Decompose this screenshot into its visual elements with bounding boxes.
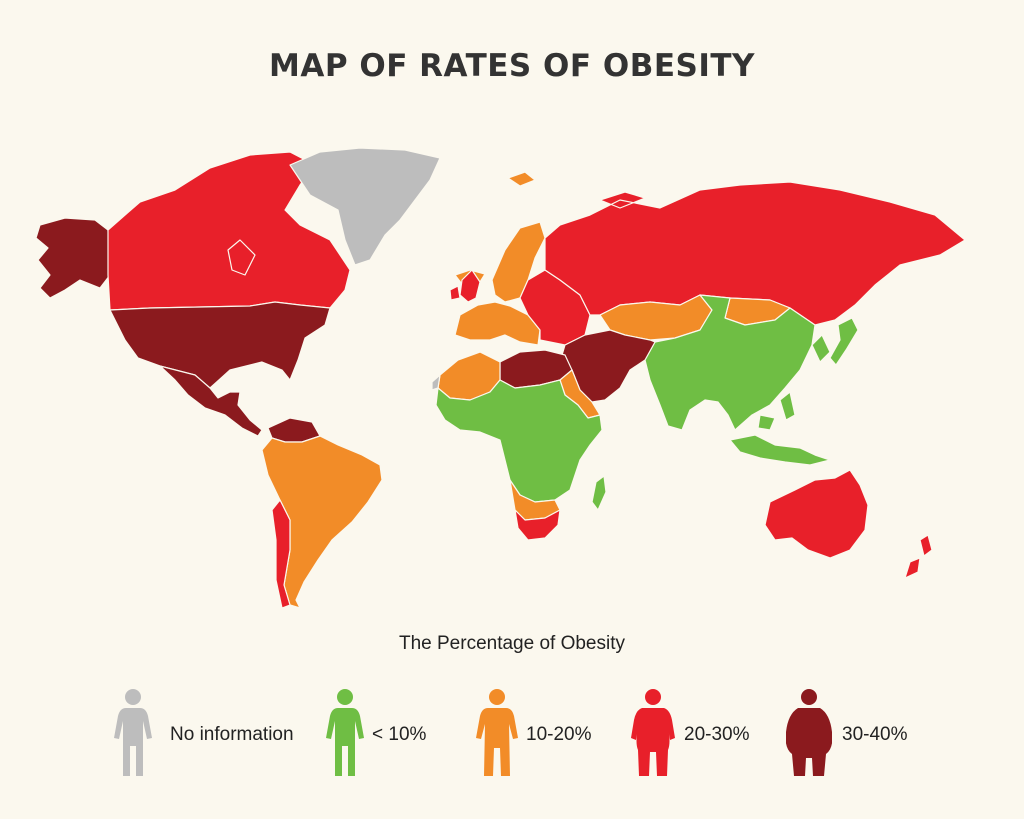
page-title: MAP OF RATES OF OBESITY [268,48,755,84]
map-region-uk-ireland [449,269,481,303]
legend-label: < 10% [372,724,427,745]
map-region-usa [109,301,331,389]
world-map [0,130,1024,630]
person-thin-icon [326,689,364,776]
legend-label: 20-30% [684,724,750,745]
legend-label: 10-20% [526,724,592,745]
map-region-south-africa [514,509,561,541]
person-thin-icon [114,689,152,776]
map-region-sub-saharan-africa [435,379,603,503]
map-region-australia [764,469,869,559]
map-region-scandinavia [491,171,546,303]
legend: No information < 10% 10-20% 20-30% 30-40… [110,688,930,783]
map-region-chile [271,499,291,609]
map-region-korea-japan [811,317,859,366]
map-region-alaska [35,217,111,299]
person-medium-icon [476,689,518,776]
legend-label: 30-40% [842,724,908,745]
legend-title: The Percentage of Obesity [398,633,625,654]
map-region-western-europe [454,301,541,346]
person-heavy-icon [631,689,675,776]
map-region-madagascar [591,475,607,511]
person-obese-icon [786,689,832,776]
map-region-greenland [289,147,441,266]
legend-label: No information [170,724,294,745]
map-region-new-zealand [904,534,933,579]
map-region-mexico-central-america [159,365,263,437]
map-region-southeast-asia-islands [729,391,831,466]
